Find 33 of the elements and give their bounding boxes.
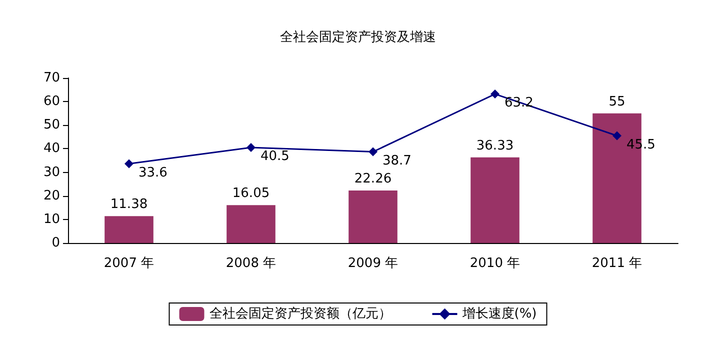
bar — [470, 157, 520, 243]
point — [368, 147, 378, 156]
y-tick-label: 60 — [43, 94, 60, 110]
x-tick-label: 2007 年 — [104, 256, 154, 271]
y-tick-label: 50 — [43, 118, 60, 133]
data-label: 22.26 — [354, 172, 392, 187]
legend-label: 增长速度(%) — [461, 306, 537, 322]
y-tick-label: 70 — [43, 70, 60, 86]
y-tick-label: 30 — [43, 164, 60, 180]
data-label: 36.33 — [476, 138, 514, 154]
data-label: 11.38 — [110, 197, 148, 212]
point — [124, 159, 134, 168]
x-tick-label: 2010 年 — [470, 256, 520, 271]
point — [490, 90, 500, 99]
chart-title: 全社会固定资产投资及增速 — [280, 30, 436, 45]
point — [612, 131, 622, 140]
x-tick-label: 2009 年 — [348, 256, 398, 271]
y-tick-label: 10 — [43, 212, 60, 227]
data-label: 33.6 — [138, 165, 168, 180]
point — [246, 143, 256, 152]
bar — [104, 216, 154, 243]
data-label: 38.7 — [382, 153, 412, 168]
legend-label: 全社会固定资产投资额（亿元） — [209, 306, 392, 322]
x-tick-label: 2011 年 — [592, 256, 642, 271]
x-tick-label: 2008 年 — [226, 256, 276, 271]
y-tick-label: 0 — [52, 236, 60, 250]
data-label: 55 — [608, 94, 626, 110]
bar — [226, 205, 276, 243]
bar — [348, 190, 398, 243]
y-tick-label: 20 — [43, 188, 60, 204]
data-label: 40.5 — [260, 149, 290, 164]
data-label: 16.05 — [232, 186, 270, 202]
y-tick-label: 40 — [43, 141, 60, 156]
